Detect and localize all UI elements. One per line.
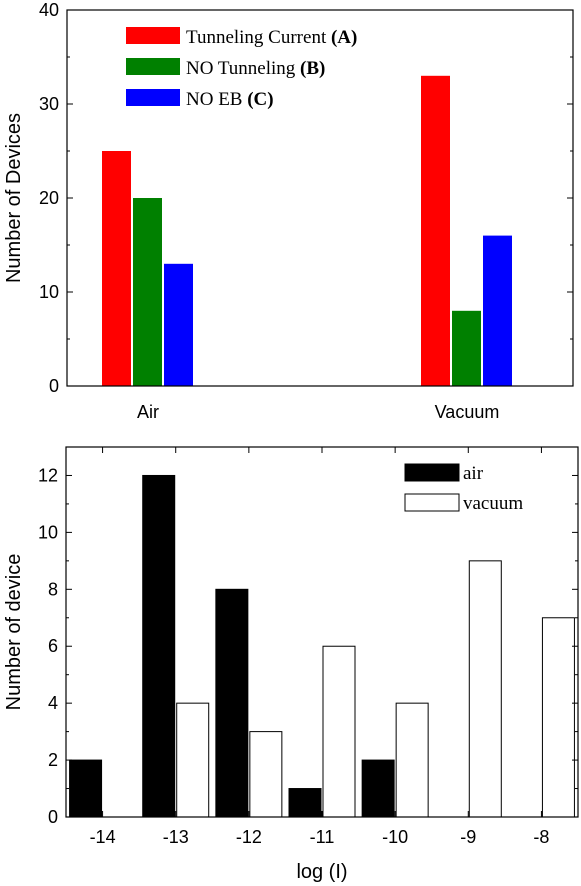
bar-air--12 [215,588,249,818]
x-tick-label: -14 [90,827,116,847]
legend-label-3: NO EB (C) [186,89,274,110]
legend-label-2: NO Tunneling (B) [186,58,325,79]
bar-vacuum--9 [468,560,502,818]
y-tick-label: 40 [39,0,59,20]
x-category-label: Vacuum [435,402,500,422]
x-tick-label: -8 [533,827,549,847]
y-tick-label: 8 [48,579,58,599]
bar-vacuum-series-1 [421,75,450,387]
bar-vacuum-series-2 [452,310,481,386]
y-tick-label: 6 [48,636,58,656]
bar-vacuum--11 [322,645,356,818]
x-tick-label: -13 [163,827,189,847]
bar-vacuum--10 [395,702,429,818]
legend-swatch-1 [126,27,180,44]
y-tick-label: 4 [48,693,58,713]
y-tick-label: 0 [49,376,59,396]
bar-air-series-1 [102,151,131,386]
x-category-label: Air [137,402,159,422]
x-tick-label: -12 [236,827,262,847]
bottom-chart: 0 2 4 6 8 10 12 -14 -13 -12 -11 -10 -9 -8 log (I) Numbe… [3,446,579,883]
legend-label-vacuum: vacuum [463,493,523,514]
y-axis-label: Number of Devices [3,113,25,283]
y-tick-label: 30 [39,94,59,114]
top-chart: 0 10 20 30 40 Air Vacuum Number of Devices Tunne… [3,0,574,422]
y-tick-label: 12 [38,465,58,485]
bar-air-series-3 [164,263,193,386]
y-tick-label: 2 [48,750,58,770]
x-tick-label: -9 [460,827,476,847]
y-tick-label: 20 [39,188,59,208]
y-tick-label: 10 [38,522,58,542]
y-axis-label: Number of device [3,554,25,711]
legend-swatch-vacuum [404,493,460,512]
legend-label-air: air [463,463,484,484]
legend-series-tag: (B) [300,58,325,79]
bar-air--11 [288,788,322,818]
bar-vacuum--13 [176,702,210,818]
legend-series-tag: (A) [331,27,357,48]
legend-swatch-air [404,463,460,482]
bar-vacuum--8 [541,617,575,818]
legend-series-name: NO Tunneling [186,58,300,79]
bar-air-series-2 [133,198,162,386]
bar-vacuum-series-3 [483,235,512,386]
legend-series-name: NO EB [186,89,247,110]
bar-vacuum--12 [249,731,283,818]
legend-series-tag: (C) [247,89,273,110]
bar-air--14 [69,759,103,818]
legend-swatch-3 [126,89,180,106]
y-tick-label: 0 [48,807,58,827]
legend-label-1: Tunneling Current (A) [186,27,357,48]
bar-air--10 [361,759,395,818]
legend-series-name: Tunneling Current [186,27,331,48]
x-axis-label: log (I) [296,861,347,883]
x-tick-label: -10 [382,827,408,847]
legend-swatch-2 [126,58,180,75]
y-tick-label: 10 [39,282,59,302]
bar-air--13 [142,474,176,818]
x-tick-label: -11 [310,827,335,847]
